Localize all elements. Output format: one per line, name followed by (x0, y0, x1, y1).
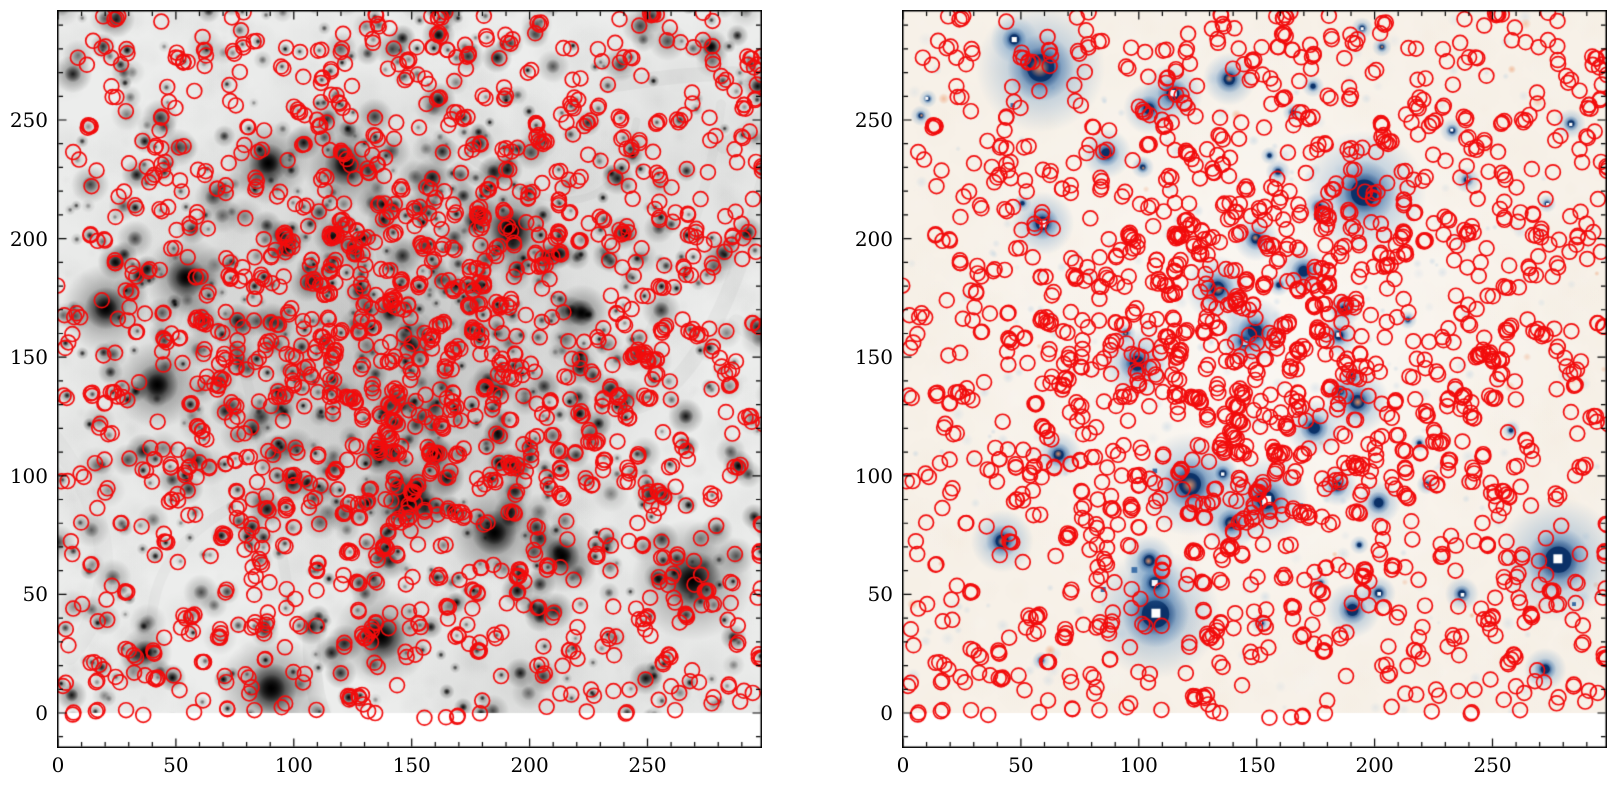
x-tick-label: 100 (274, 753, 313, 777)
x-tick-label: 0 (51, 753, 65, 777)
x-tick-label: 150 (392, 753, 431, 777)
y-tick-label: 200 (9, 226, 48, 251)
x-tick-label: 50 (163, 753, 189, 777)
star-field-panel (57, 10, 762, 748)
y-tick-label: 50 (22, 582, 48, 607)
y-tick-label: 50 (867, 582, 893, 607)
residual-panel (902, 10, 1607, 748)
x-tick-label: 50 (1008, 753, 1034, 777)
y-tick-label: 0 (880, 701, 893, 725)
y-tick-label: 150 (854, 345, 893, 370)
x-tick-label: 250 (628, 753, 667, 777)
x-tick-label: 100 (1119, 753, 1158, 777)
y-tick-label: 200 (854, 226, 893, 251)
y-tick-label: 250 (854, 108, 893, 132)
y-tick-label: 0 (35, 701, 48, 725)
y-tick-label: 100 (9, 463, 48, 488)
y-tick-label: 150 (9, 345, 48, 370)
y-tick-label: 100 (854, 463, 893, 488)
x-tick-label: 0 (896, 753, 910, 777)
x-tick-label: 150 (1237, 753, 1276, 777)
x-tick-label: 250 (1473, 753, 1512, 777)
x-tick-label: 200 (1355, 753, 1394, 777)
x-tick-label: 200 (510, 753, 549, 777)
y-tick-label: 250 (9, 108, 48, 132)
